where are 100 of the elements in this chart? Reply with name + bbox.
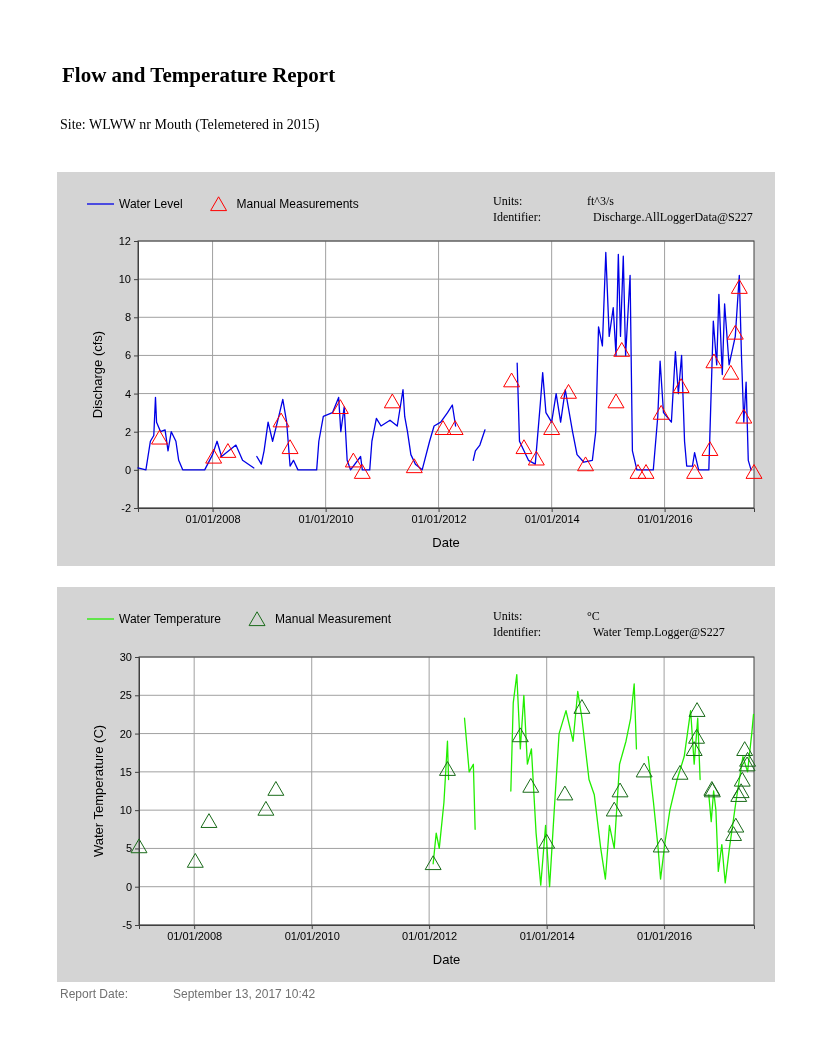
chart-title: Flow and Temperature Report — [62, 63, 336, 87]
point — [405, 458, 423, 474]
legend-label: Manual Measurements — [236, 197, 359, 211]
point — [267, 781, 285, 796]
point — [503, 372, 521, 388]
point — [732, 783, 750, 799]
point — [733, 771, 751, 787]
point — [205, 448, 223, 464]
point — [613, 342, 631, 357]
y-tick-label: -5 — [122, 919, 132, 932]
x-tick-label: 01/01/2014 — [524, 512, 580, 525]
point — [735, 408, 753, 424]
point — [522, 777, 540, 793]
point — [611, 782, 629, 798]
point — [511, 727, 529, 743]
point — [722, 364, 740, 380]
point — [685, 741, 703, 756]
y-tick-label: 25 — [119, 689, 132, 702]
y-tick-label: 4 — [124, 387, 131, 400]
text: Discharge.AllLoggerData@S227 — [593, 210, 753, 224]
y-tick-label: 6 — [124, 349, 131, 362]
point — [538, 833, 556, 849]
y-tick-label: 10 — [118, 273, 131, 286]
point — [527, 450, 545, 466]
point — [383, 393, 401, 409]
text: Report Date: — [60, 987, 129, 1001]
text: September 13, 2017 10:42 — [173, 987, 316, 1001]
point — [745, 464, 763, 479]
point — [577, 456, 594, 472]
point — [727, 817, 745, 833]
point — [725, 826, 743, 841]
x-tick-label: 01/01/2016 — [637, 929, 693, 942]
x-tick-label: 01/01/2016 — [637, 512, 693, 525]
point — [671, 764, 689, 780]
y-tick-label: 5 — [125, 842, 132, 855]
point — [605, 801, 623, 817]
point — [434, 420, 452, 435]
point — [637, 464, 655, 479]
legend-label: Manual Measurement — [275, 612, 392, 626]
x-tick-label: 01/01/2014 — [519, 929, 575, 942]
point — [686, 464, 704, 479]
point — [573, 699, 591, 714]
text: Units: — [493, 194, 523, 208]
point — [446, 420, 464, 435]
y-tick-label: 2 — [124, 425, 131, 438]
y-tick-label: -2 — [121, 502, 131, 515]
point — [219, 443, 237, 458]
y-axis-title: Discharge (cfs) — [90, 330, 105, 419]
text: Water Temp.Logger@S227 — [593, 625, 725, 639]
x-tick-label: 01/01/2010 — [298, 512, 354, 525]
x-tick-label: 01/01/2008 — [185, 512, 241, 525]
point — [353, 464, 371, 479]
point — [200, 813, 218, 828]
point — [281, 439, 299, 455]
point — [726, 324, 744, 340]
text: ft^3/s — [587, 194, 615, 208]
point — [688, 728, 706, 744]
x-tick-label: 01/01/2008 — [167, 929, 223, 942]
legend-label: Water Level — [119, 197, 183, 211]
x-axis-title: Date — [432, 535, 460, 550]
point — [730, 279, 748, 294]
point — [272, 412, 290, 428]
point — [629, 464, 647, 479]
point — [705, 353, 723, 369]
y-tick-label: 12 — [118, 235, 131, 248]
x-tick-label: 01/01/2012 — [411, 512, 467, 525]
y-tick-label: 8 — [124, 311, 131, 324]
point — [652, 404, 670, 420]
point — [736, 741, 754, 756]
point — [635, 762, 653, 778]
point — [672, 378, 690, 394]
point — [186, 852, 204, 868]
point — [130, 838, 148, 854]
point — [543, 420, 561, 435]
point — [739, 751, 757, 767]
text: Identifier: — [493, 625, 541, 639]
point — [688, 702, 706, 717]
x-axis-title: Date — [432, 952, 461, 967]
x-tick-label: 01/01/2010 — [284, 929, 340, 942]
y-tick-label: 10 — [119, 804, 132, 817]
y-tick-label: 0 — [124, 463, 131, 476]
point — [439, 761, 456, 776]
point — [560, 383, 577, 399]
point — [652, 837, 670, 853]
chart-subtitle: Site: WLWW nr Mouth (Telemetered in 2015) — [60, 117, 320, 133]
point — [556, 785, 574, 801]
point — [738, 756, 756, 772]
point — [344, 452, 362, 468]
text: °C — [587, 609, 600, 623]
text: Units: — [493, 609, 523, 623]
point — [424, 855, 442, 871]
y-tick-label: 0 — [125, 880, 132, 893]
point — [151, 429, 168, 445]
point — [607, 393, 625, 409]
y-tick-label: 30 — [119, 651, 132, 664]
legend-label: Water Temperature — [119, 612, 222, 626]
point — [515, 439, 533, 455]
point — [730, 787, 748, 802]
x-tick-label: 01/01/2012 — [402, 929, 458, 942]
text: Identifier: — [493, 210, 541, 224]
